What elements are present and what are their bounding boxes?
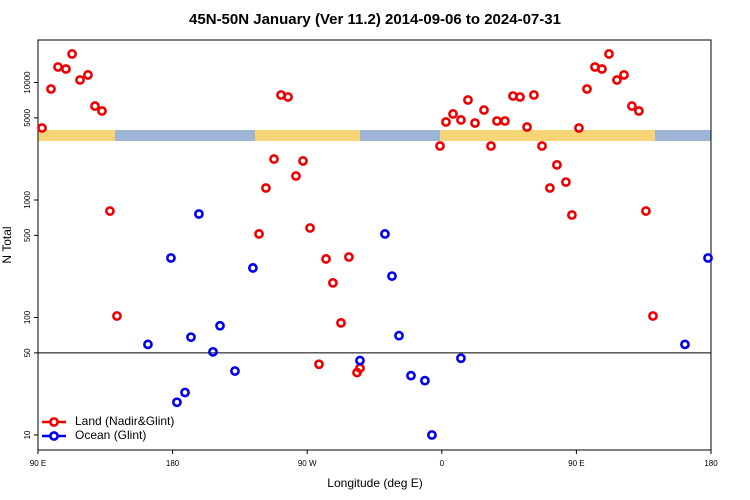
point (626, 101, 637, 111)
point (420, 375, 430, 386)
point (515, 92, 525, 102)
legend-marker (49, 431, 59, 441)
point (261, 183, 271, 193)
point (208, 346, 218, 357)
point (500, 116, 510, 126)
point (291, 171, 301, 181)
point (597, 64, 607, 74)
legend-label: Ocean (Glint) (75, 428, 146, 442)
point (435, 141, 445, 151)
point (336, 317, 346, 328)
point (172, 397, 182, 408)
point (529, 90, 539, 100)
point (61, 64, 71, 74)
point (143, 339, 153, 350)
point (604, 49, 614, 59)
point (537, 141, 547, 151)
y-tick-label: 500 (23, 228, 32, 242)
point (248, 263, 258, 273)
point (90, 101, 100, 111)
point (612, 75, 622, 85)
y-tick-label: 5000 (23, 108, 32, 126)
point (321, 254, 331, 264)
point (470, 118, 480, 128)
point (552, 159, 562, 170)
x-axis-label: Longitude (deg E) (327, 476, 422, 490)
y-tick-label: 1000 (23, 191, 32, 209)
point (230, 366, 240, 376)
point (427, 430, 437, 440)
y-tick-label: 50 (23, 348, 32, 357)
point (492, 116, 502, 126)
point (619, 70, 629, 80)
y-tick-label: 10000 (23, 71, 32, 94)
y-tick-label: 100 (23, 310, 32, 324)
legend-label: Land (Nadir&Glint) (75, 414, 174, 428)
point (545, 183, 555, 193)
point (641, 206, 651, 216)
point (380, 229, 390, 239)
point (254, 229, 264, 239)
point (46, 84, 56, 94)
point (394, 330, 404, 341)
x-tick-label: 180 (166, 459, 180, 468)
point (112, 311, 122, 321)
point (582, 84, 592, 94)
point (448, 109, 458, 119)
plot-frame (37, 39, 712, 451)
x-tick-label: 90 E (30, 459, 46, 468)
point (441, 117, 451, 127)
chart-title: 45N-50N January (Ver 11.2) 2014-09-06 to… (189, 11, 561, 28)
y-axis-label: N Total (0, 226, 14, 263)
map-strip (38, 130, 711, 141)
point (355, 355, 365, 366)
point (344, 252, 354, 262)
point (703, 253, 713, 263)
point (456, 115, 466, 125)
x-tick-label: 90 W (298, 459, 317, 468)
point (83, 70, 93, 80)
point (194, 209, 204, 219)
point (305, 223, 315, 233)
point (406, 370, 416, 381)
point (522, 122, 532, 132)
point (314, 359, 324, 370)
point (456, 353, 466, 364)
point (298, 156, 308, 166)
point (328, 277, 338, 288)
point (634, 106, 644, 116)
legend-marker (49, 417, 59, 427)
point (67, 49, 77, 59)
point (215, 320, 225, 331)
point (486, 141, 496, 151)
point (283, 92, 293, 102)
x-tick-label: 180 (704, 459, 718, 468)
point (567, 210, 577, 220)
point (463, 95, 473, 105)
point (648, 311, 658, 321)
point (75, 75, 85, 85)
point (355, 363, 365, 374)
point (186, 332, 196, 343)
point (53, 62, 63, 72)
x-tick-label: 90 E (568, 459, 584, 468)
point (105, 206, 115, 216)
point (269, 154, 279, 164)
y-tick-label: 10 (23, 430, 32, 439)
point (387, 271, 397, 282)
point (37, 123, 47, 133)
point (166, 253, 176, 263)
point (561, 177, 571, 188)
point (479, 105, 489, 115)
point (574, 123, 584, 133)
x-tick-label: 0 (440, 459, 445, 468)
point (180, 387, 190, 398)
point (680, 339, 690, 350)
point (97, 106, 107, 116)
